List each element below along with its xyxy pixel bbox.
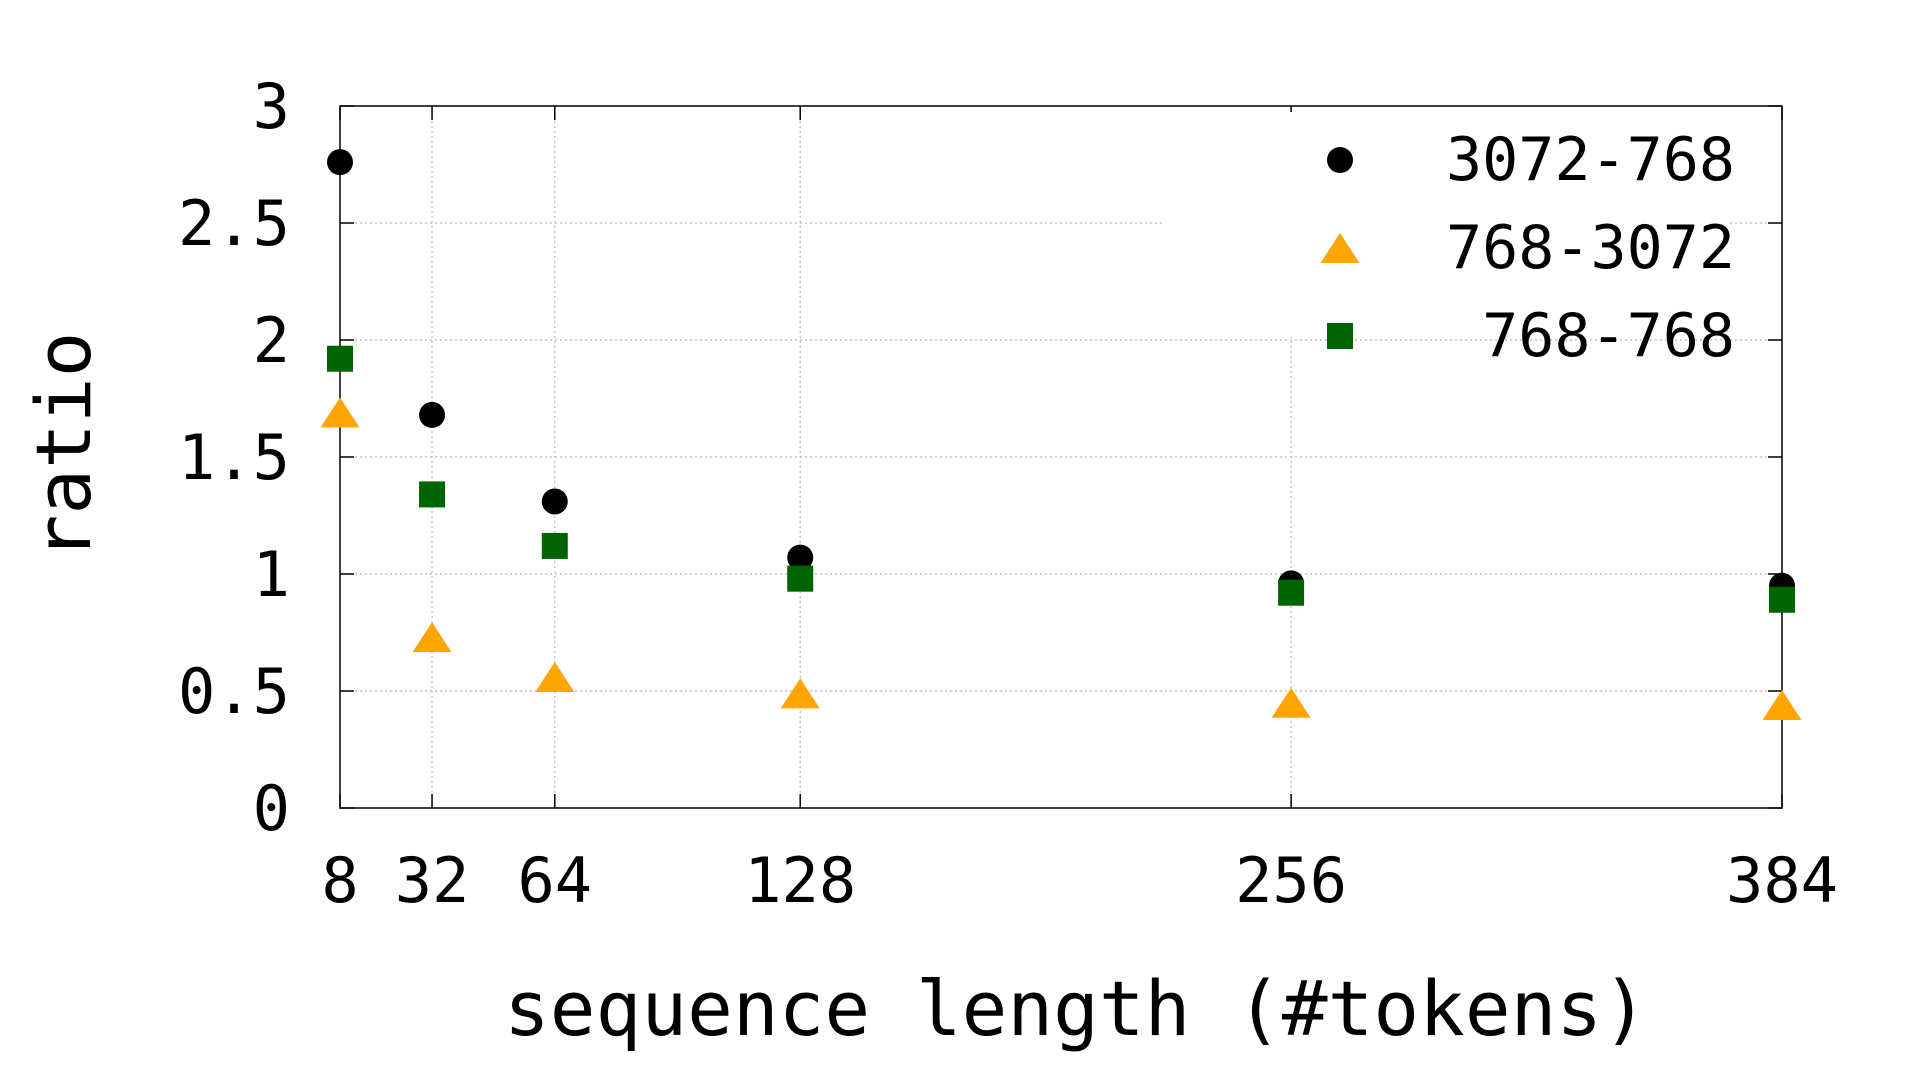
legend-marker-triangle	[1320, 233, 1360, 263]
legend-label: 768-3072	[1446, 213, 1735, 283]
x-tick-label: 8	[321, 844, 358, 917]
y-tick-label: 2	[253, 304, 290, 377]
x-tick-label: 128	[744, 844, 856, 917]
legend-background	[1165, 112, 1730, 337]
y-tick-label: 2.5	[178, 187, 290, 260]
data-point-square	[541, 532, 568, 559]
data-point-triangle	[320, 397, 360, 428]
y-axis-ticks: 0 0.5 1 1.5 2 2.5 3	[178, 70, 1782, 845]
y-tick-label: 0	[253, 772, 290, 845]
legend-label: 768-768	[1482, 301, 1735, 371]
data-point-circle	[541, 488, 568, 515]
y-tick-label: 3	[253, 70, 290, 143]
y-tick-label: 1.5	[178, 421, 290, 494]
legend-label: 3072-768	[1446, 125, 1735, 195]
data-point-triangle	[535, 661, 575, 692]
y-tick-label: 1	[253, 538, 290, 611]
data-point-triangle	[412, 622, 452, 653]
data-point-triangle	[780, 678, 820, 709]
x-axis-ticks: 8 32 64 128 256 384	[321, 106, 1838, 917]
x-tick-label: 256	[1235, 844, 1347, 917]
data-point-circle	[419, 401, 446, 428]
data-point-circle	[787, 544, 814, 571]
data-marks	[320, 149, 1802, 721]
y-axis-label: ratio	[19, 332, 108, 561]
x-tick-label: 384	[1726, 844, 1838, 917]
data-point-square	[1769, 586, 1795, 613]
legend: 3072-768 768-3072 768-768	[1165, 112, 1735, 371]
x-tick-label: 64	[517, 844, 592, 917]
data-point-triangle	[1762, 690, 1802, 721]
data-point-circle	[327, 149, 353, 176]
data-point-triangle	[1271, 687, 1311, 718]
grid-layer	[340, 106, 1782, 808]
y-tick-label: 0.5	[178, 655, 290, 728]
data-point-square	[1278, 579, 1305, 606]
x-tick-label: 32	[395, 844, 470, 917]
legend-marker-square	[1327, 323, 1353, 349]
data-point-square	[327, 345, 353, 372]
legend-marker-circle	[1327, 147, 1353, 173]
data-point-square	[787, 565, 814, 592]
data-point-square	[419, 481, 446, 508]
x-axis-label: sequence length (#tokens)	[504, 964, 1648, 1053]
